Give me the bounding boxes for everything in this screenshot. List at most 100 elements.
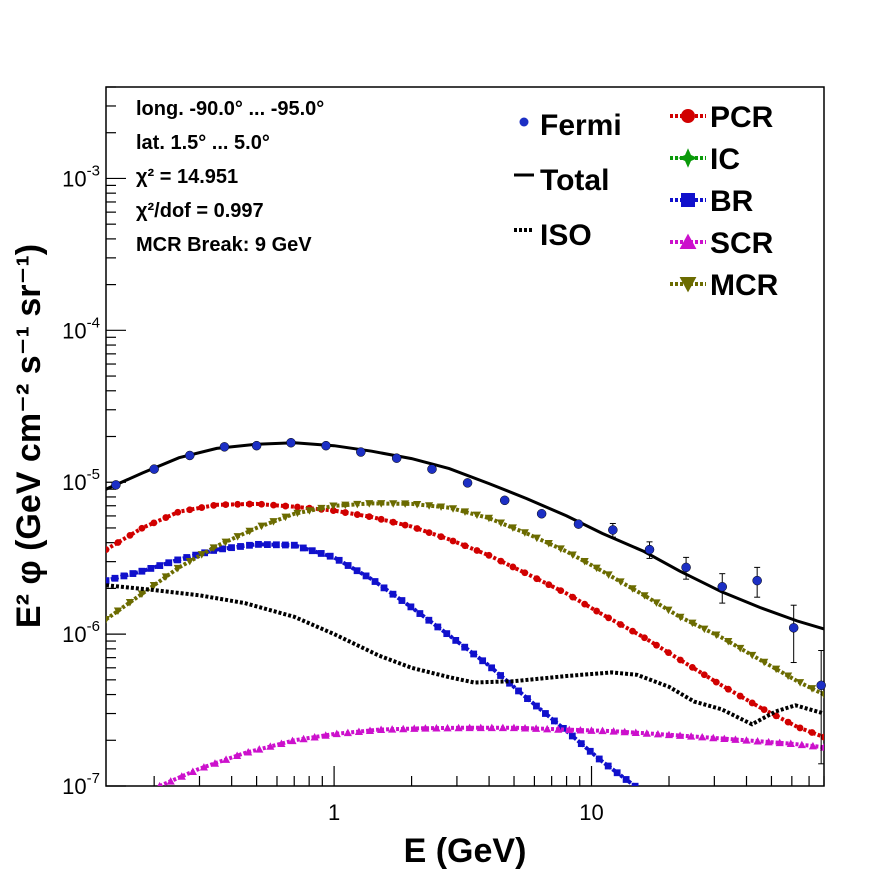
info-line: lat. 1.5° ... 5.0° <box>136 132 270 154</box>
series-point-mcr <box>257 522 266 531</box>
series-point-pcr <box>629 627 636 635</box>
fermi-point <box>573 519 584 529</box>
series-point-br <box>237 543 244 550</box>
series-point-br <box>326 552 334 560</box>
x-tick-label: 1 <box>328 800 340 825</box>
series-point-scr <box>157 781 162 786</box>
series-point-mcr <box>604 571 613 579</box>
fermi-point <box>644 544 655 555</box>
series-point-pcr <box>473 547 481 554</box>
series-point-pcr <box>329 507 337 514</box>
series-point-mcr <box>113 607 123 615</box>
fermi-point <box>462 478 473 488</box>
series-point-scr <box>631 728 640 737</box>
series-point-mcr <box>628 585 637 593</box>
series-point-pcr <box>569 593 577 601</box>
series-point-scr <box>210 759 220 767</box>
series-point-br <box>398 597 406 604</box>
series-point-scr <box>299 734 308 743</box>
y-tick-label: 10-5 <box>62 466 100 495</box>
series-point-scr <box>233 751 242 760</box>
series-point-pcr <box>485 551 493 559</box>
series-point-br <box>174 556 182 564</box>
series-point-mcr <box>544 540 553 548</box>
series-point-mcr <box>137 590 146 598</box>
series-point-scr <box>698 732 707 741</box>
series-point-pcr <box>557 587 565 595</box>
legend-label-fermi: Fermi <box>540 109 622 142</box>
series-point-pcr <box>246 500 254 508</box>
series-point-mcr <box>556 545 565 553</box>
series-point-scr <box>664 730 674 739</box>
series-point-scr <box>775 738 784 747</box>
series-point-pcr <box>270 501 277 509</box>
series-point-br <box>219 545 226 553</box>
series-point-br <box>255 540 262 548</box>
info-line: MCR Break: 9 GeV <box>136 234 312 256</box>
series-point-mcr <box>425 502 434 510</box>
series-point-br <box>147 565 155 572</box>
series-point-br <box>353 567 361 575</box>
series-point-pcr <box>605 614 612 622</box>
series-point-pcr <box>497 557 505 565</box>
fermi-point <box>717 582 728 592</box>
fermi-point <box>816 680 826 691</box>
fermi-point <box>608 525 618 535</box>
series-point-br <box>443 630 451 638</box>
series-point-br <box>308 547 316 555</box>
series-point-scr <box>376 725 386 733</box>
fermi-point <box>681 562 691 573</box>
series-point-scr <box>687 732 696 740</box>
series-point-pcr <box>389 518 397 526</box>
series-point-mcr <box>173 564 182 573</box>
series-point-br <box>344 562 352 569</box>
series-point-mcr <box>688 619 697 628</box>
legend-marker-scr <box>679 233 697 249</box>
info-line: χ² = 14.951 <box>136 166 238 188</box>
series-point-mcr <box>460 508 470 516</box>
series-point-pcr <box>545 581 553 589</box>
series-point-pcr <box>294 503 301 511</box>
series-point-br <box>299 544 307 552</box>
series-point-mcr <box>106 615 111 624</box>
series-point-br <box>106 577 110 585</box>
series-point-br <box>488 664 496 672</box>
series-point-scr <box>742 736 751 744</box>
series-point-mcr <box>784 672 793 680</box>
series-point-mcr <box>341 501 350 510</box>
legend-label-scr: SCR <box>710 227 774 260</box>
series-point-mcr <box>209 544 218 552</box>
legend-label-iso: ISO <box>540 219 592 252</box>
series-point-mcr <box>580 558 589 566</box>
series-point-mcr <box>568 551 577 559</box>
fermi-point <box>149 464 159 474</box>
series-point-pcr <box>162 514 170 521</box>
series-point-mcr <box>640 592 649 600</box>
series-point-mcr <box>401 500 410 508</box>
series-point-mcr <box>508 524 517 532</box>
series-point-scr <box>388 725 397 733</box>
series-point-mcr <box>448 505 458 513</box>
legend-label-total: Total <box>540 164 609 197</box>
series-point-br <box>272 541 280 549</box>
series-point-pcr <box>413 525 421 532</box>
series-point-mcr <box>365 500 374 508</box>
series-point-br <box>335 556 343 564</box>
series-point-mcr <box>281 513 290 522</box>
series-point-br <box>317 550 325 557</box>
series-point-br <box>524 695 531 702</box>
series-point-scr <box>399 724 408 733</box>
series-point-scr <box>410 724 419 732</box>
series-point-mcr <box>760 658 769 667</box>
series-point-br <box>389 590 397 598</box>
series-point-scr <box>221 755 231 763</box>
series-point-pcr <box>808 729 816 736</box>
series-point-pcr <box>796 724 804 732</box>
series-point-br <box>183 554 191 561</box>
series-point-br <box>533 702 540 710</box>
series-point-scr <box>786 739 795 747</box>
series-point-br <box>129 570 137 577</box>
series-point-mcr <box>125 598 135 607</box>
series-point-br <box>434 623 442 631</box>
